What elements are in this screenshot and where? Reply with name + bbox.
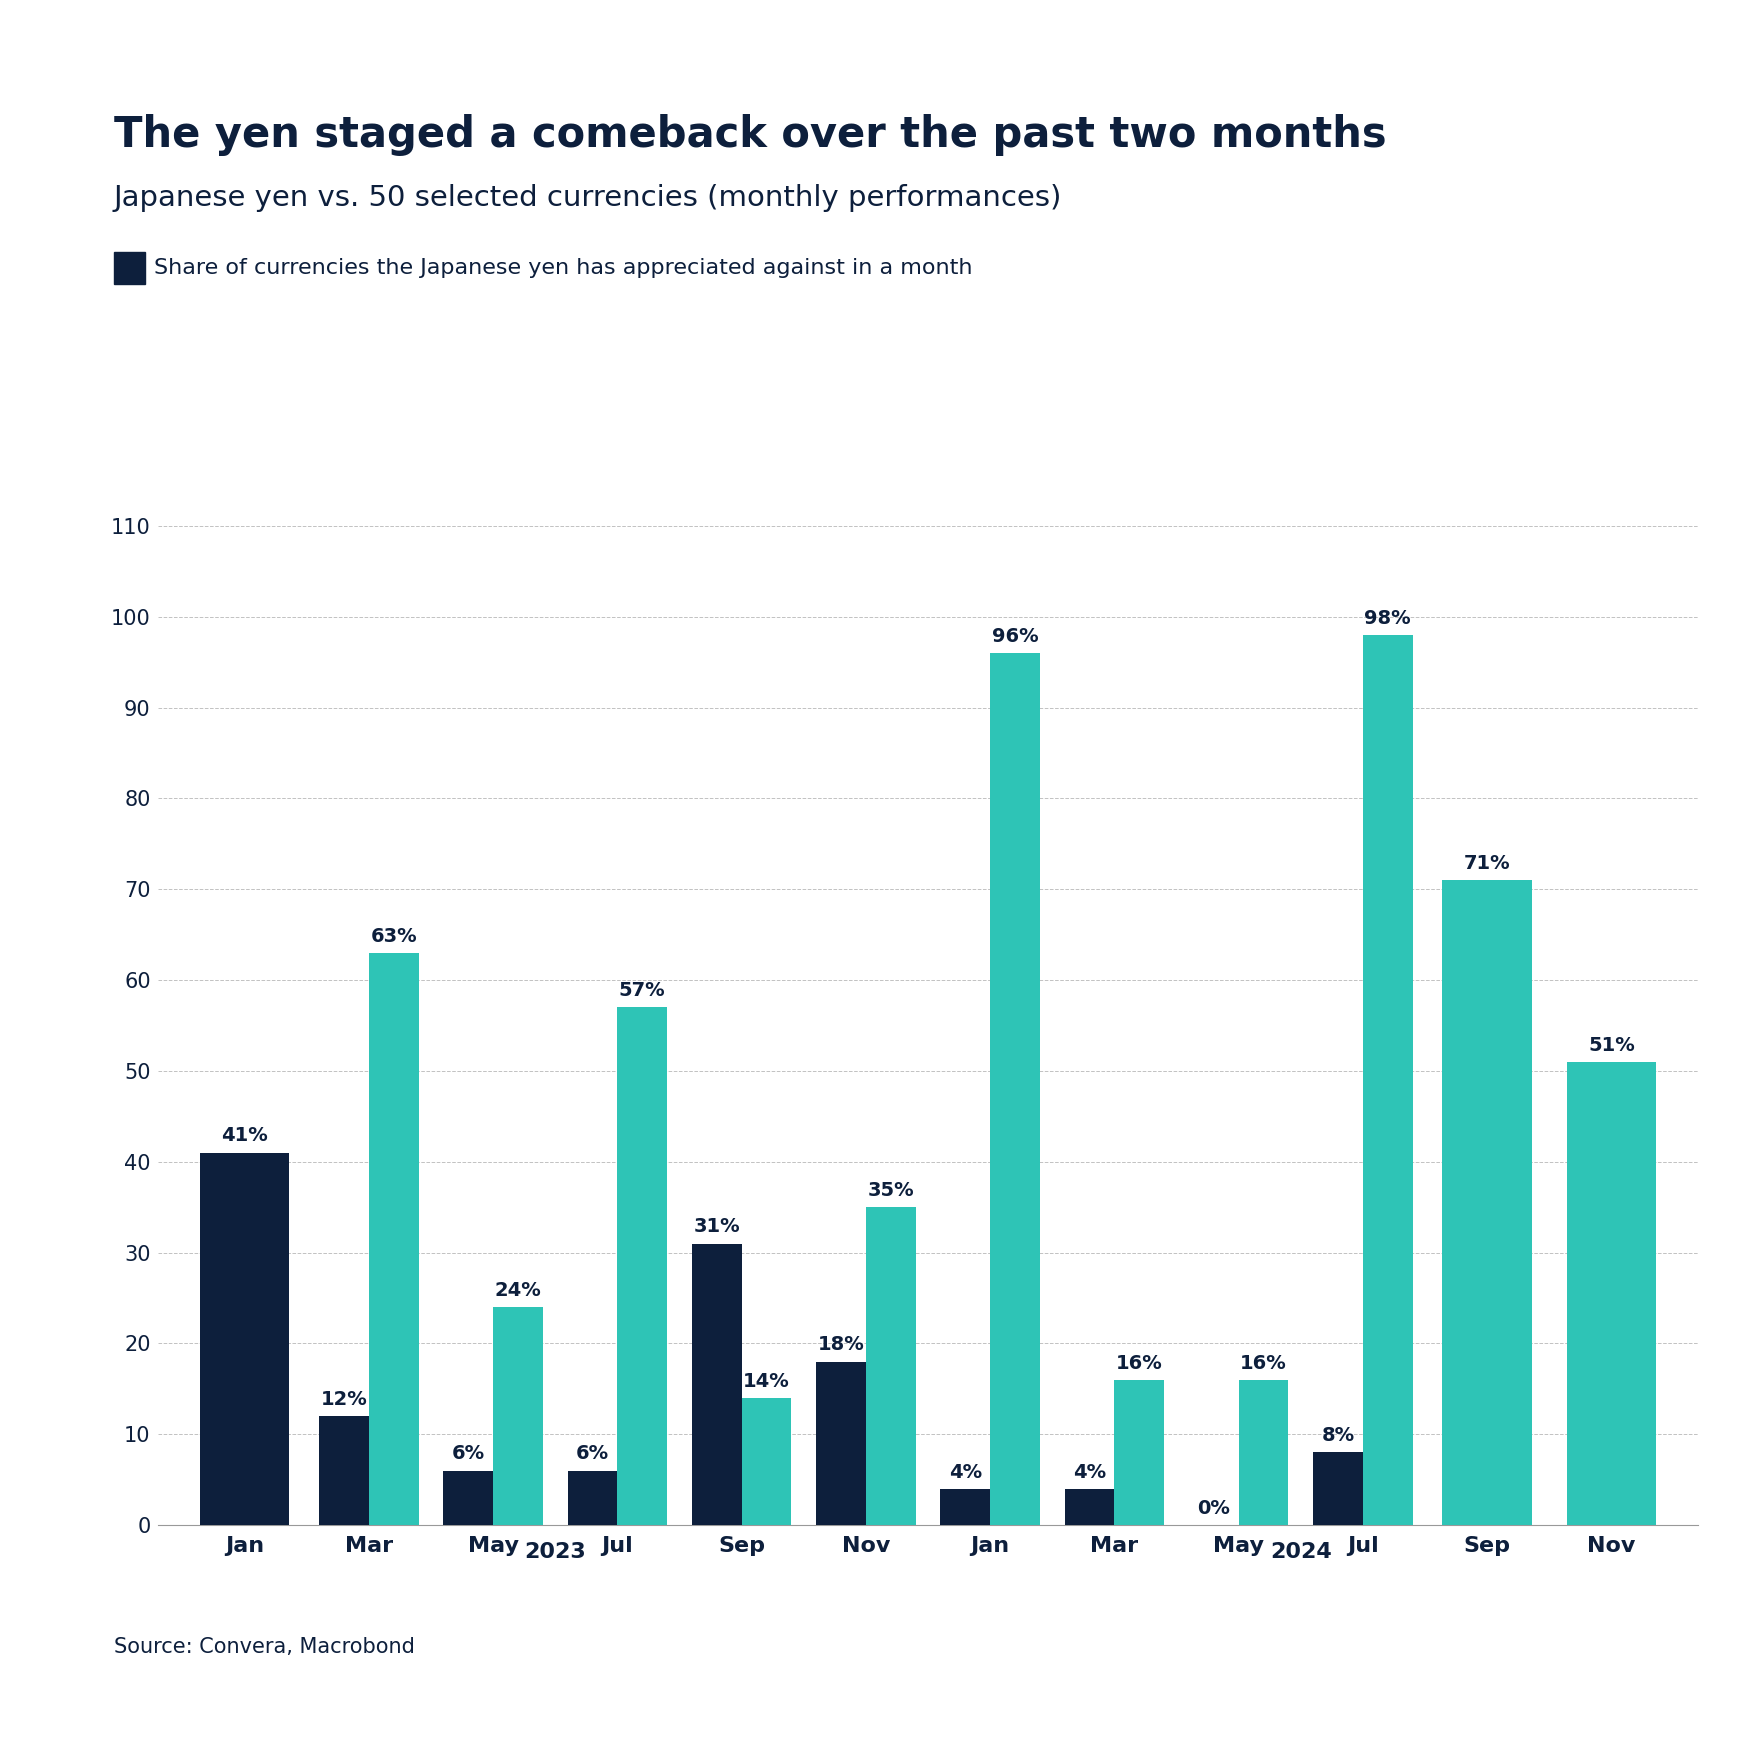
Bar: [1238, 1380, 1289, 1525]
Bar: [494, 1308, 543, 1525]
Text: 63%: 63%: [371, 927, 417, 945]
Bar: [567, 1471, 618, 1525]
Text: 2023: 2023: [524, 1543, 587, 1562]
Bar: [1065, 1488, 1114, 1525]
Bar: [1567, 1062, 1656, 1525]
Text: 98%: 98%: [1364, 608, 1411, 628]
Text: Share of currencies the Japanese yen has appreciated against in a month: Share of currencies the Japanese yen has…: [154, 258, 972, 279]
Text: 6%: 6%: [576, 1444, 609, 1464]
Bar: [369, 954, 418, 1525]
Bar: [1114, 1380, 1164, 1525]
Text: 16%: 16%: [1115, 1353, 1163, 1373]
Bar: [1313, 1453, 1362, 1525]
Bar: [867, 1208, 916, 1525]
Text: 41%: 41%: [221, 1127, 268, 1145]
Text: 4%: 4%: [949, 1462, 982, 1481]
Bar: [742, 1397, 791, 1525]
Bar: [816, 1362, 867, 1525]
Text: 16%: 16%: [1240, 1353, 1287, 1373]
Text: 8%: 8%: [1322, 1427, 1355, 1444]
Text: 12%: 12%: [320, 1390, 368, 1409]
Text: 31%: 31%: [693, 1217, 741, 1236]
Text: 57%: 57%: [618, 982, 665, 999]
Bar: [940, 1488, 989, 1525]
Text: 51%: 51%: [1588, 1036, 1635, 1055]
Bar: [319, 1416, 369, 1525]
Text: Source: Convera, Macrobond: Source: Convera, Macrobond: [114, 1637, 415, 1657]
Text: 2024: 2024: [1269, 1543, 1333, 1562]
Text: 18%: 18%: [818, 1336, 865, 1355]
Text: 35%: 35%: [867, 1182, 914, 1199]
Bar: [618, 1008, 667, 1525]
Text: 71%: 71%: [1464, 854, 1511, 873]
Bar: [443, 1471, 494, 1525]
Text: 0%: 0%: [1198, 1499, 1231, 1518]
Text: Japanese yen vs. 50 selected currencies (monthly performances): Japanese yen vs. 50 selected currencies …: [114, 184, 1063, 212]
Bar: [1362, 635, 1413, 1525]
Bar: [1443, 880, 1532, 1525]
Text: 24%: 24%: [494, 1281, 541, 1299]
Text: 14%: 14%: [742, 1371, 790, 1390]
Text: The yen staged a comeback over the past two months: The yen staged a comeback over the past …: [114, 114, 1387, 156]
Text: 4%: 4%: [1073, 1462, 1107, 1481]
Text: 96%: 96%: [991, 628, 1038, 645]
Text: 6%: 6%: [452, 1444, 485, 1464]
Bar: [200, 1153, 289, 1525]
Bar: [989, 654, 1040, 1525]
Bar: [692, 1243, 742, 1525]
